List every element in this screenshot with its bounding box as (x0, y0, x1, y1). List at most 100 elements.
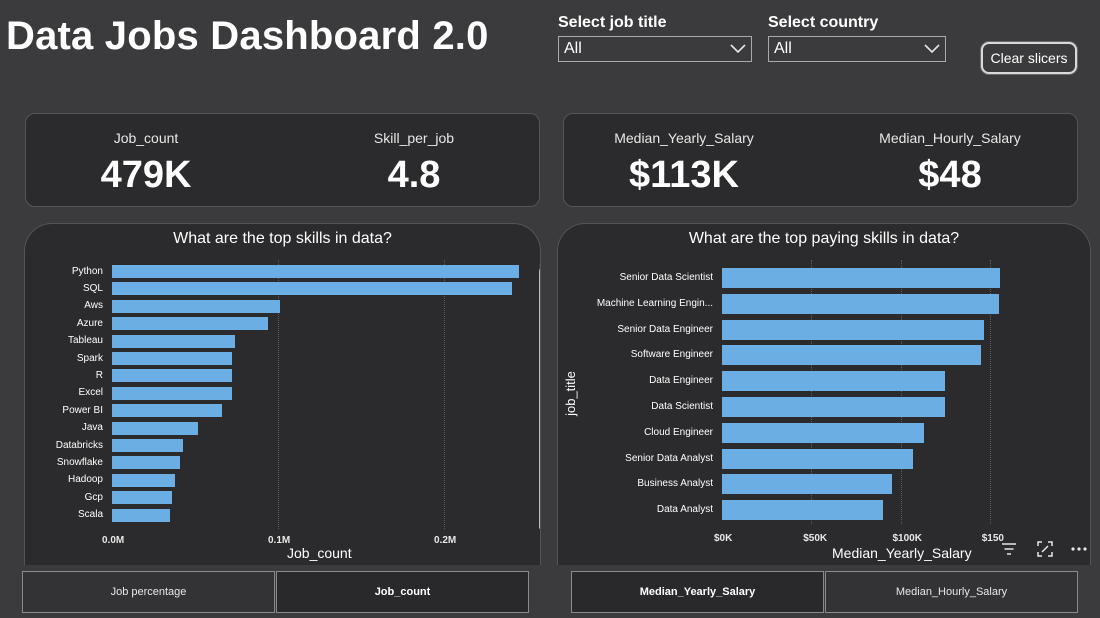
bar[interactable] (112, 439, 184, 452)
category-label: R (95, 369, 103, 381)
bar[interactable] (112, 334, 235, 348)
job-title-slicer: Select job title All (558, 14, 752, 62)
top-skills-chart: What are the top skills in data? Job_cou… (24, 223, 541, 565)
bar[interactable] (722, 422, 924, 443)
category-label: Senior Data Engineer (617, 323, 713, 335)
y-axis-title: job_title (562, 371, 578, 416)
bar[interactable] (112, 404, 222, 418)
bar[interactable] (722, 474, 892, 495)
gridline (278, 260, 279, 529)
category-label: Machine Learning Engin... (596, 297, 713, 309)
bar[interactable] (722, 293, 999, 314)
kpi-job-count: Job_count 479K (66, 130, 226, 197)
more-options-icon[interactable] (1068, 538, 1090, 560)
category-label: Spark (76, 352, 103, 364)
chart-title: What are the top paying skills in data? (688, 230, 960, 247)
filter-icon[interactable] (998, 538, 1020, 560)
bar[interactable] (722, 345, 981, 366)
gridline (444, 260, 445, 529)
country-dropdown-value: All (774, 40, 792, 57)
category-label: Power BI (62, 404, 103, 416)
country-slicer: Select country All (768, 14, 946, 62)
x-tick-label: 0.1M (268, 535, 291, 546)
x-tick-label: $100K (892, 533, 922, 544)
kpi-card-jobs: Job_count 479K Skill_per_job 4.8 (25, 113, 540, 207)
category-label: Scala (77, 509, 103, 521)
bar[interactable] (112, 386, 232, 400)
kpi-median-hourly-salary: Median_Hourly_Salary $48 (860, 130, 1040, 197)
bar[interactable] (112, 491, 172, 505)
kpi-label: Median_Yearly_Salary (614, 130, 754, 146)
bar[interactable] (722, 268, 1000, 288)
x-tick-label: 0.2M (434, 535, 457, 546)
kpi-label: Median_Hourly_Salary (879, 130, 1021, 146)
category-label: Java (81, 422, 103, 434)
gridline (989, 260, 991, 524)
country-slicer-label: Select country (768, 14, 879, 31)
category-label: Aws (84, 300, 103, 312)
category-label: Databricks (55, 439, 103, 451)
chart-title: What are the top skills in data? (173, 230, 392, 247)
x-tick-label: $0K (714, 533, 733, 544)
tab-median-hourly-salary[interactable]: Median_Hourly_Salary (825, 571, 1078, 613)
tab-job-percentage[interactable]: Job percentage (22, 571, 275, 613)
category-label: Senior Data Scientist (619, 272, 713, 283)
tab-job-count[interactable]: Job_count (276, 571, 529, 613)
bar[interactable] (722, 371, 946, 392)
job-title-dropdown[interactable]: All (558, 36, 752, 62)
clear-slicers-button[interactable]: Clear slicers (981, 42, 1077, 74)
scrollbar-thumb[interactable] (539, 268, 540, 530)
bar[interactable] (112, 265, 519, 278)
kpi-card-salary: Median_Yearly_Salary $113K Median_Hourly… (563, 113, 1078, 207)
category-label: Software Engineer (630, 349, 713, 361)
category-label: Excel (78, 387, 103, 399)
kpi-value: $48 (918, 154, 982, 196)
kpi-value: 4.8 (387, 154, 441, 196)
bar[interactable] (112, 317, 269, 331)
category-label: Hadoop (67, 474, 103, 486)
kpi-label: Skill_per_job (373, 130, 455, 146)
bar[interactable] (112, 299, 280, 313)
chevron-down-icon (924, 44, 940, 54)
category-label: Data Engineer (649, 375, 713, 387)
bar[interactable] (722, 319, 985, 340)
x-tick-label: $150 (981, 533, 1004, 544)
bar[interactable] (112, 421, 199, 435)
bar[interactable] (112, 456, 181, 470)
focus-mode-icon[interactable] (1034, 538, 1056, 560)
category-label: Python (71, 265, 103, 277)
job-title-slicer-label: Select job title (558, 14, 667, 31)
category-label: SQL (82, 282, 103, 294)
bar[interactable] (112, 369, 232, 383)
x-tick-label: $50K (803, 533, 828, 544)
gridline (811, 260, 813, 524)
bar[interactable] (722, 397, 946, 417)
chevron-down-icon (730, 44, 746, 54)
category-label: Business Analyst (637, 478, 713, 490)
kpi-value: $113K (629, 154, 739, 196)
bar[interactable] (112, 473, 176, 487)
page-title: Data Jobs Dashboard 2.0 (6, 14, 489, 58)
bar[interactable] (722, 500, 883, 521)
bar[interactable] (112, 352, 232, 365)
bar[interactable] (112, 282, 513, 296)
country-dropdown[interactable]: All (768, 36, 946, 62)
x-axis-title: Median_Yearly_Salary (832, 545, 972, 561)
category-label: Cloud Engineer (644, 426, 713, 438)
category-label: Azure (76, 317, 103, 329)
x-axis-title: Job_count (287, 545, 352, 561)
bar[interactable] (112, 508, 171, 522)
category-label: Senior Data Analyst (625, 452, 713, 464)
gridline (900, 260, 902, 524)
category-label: Tableau (67, 335, 103, 347)
bar[interactable] (722, 448, 913, 469)
category-label: Gcp (84, 491, 103, 503)
category-label: Data Scientist (651, 401, 713, 412)
kpi-median-yearly-salary: Median_Yearly_Salary $113K (594, 130, 774, 197)
top-paying-chart: What are the top paying skills in data? … (557, 223, 1091, 565)
tab-median-yearly-salary[interactable]: Median_Yearly_Salary (571, 571, 824, 613)
job-title-dropdown-value: All (564, 40, 582, 57)
kpi-skill-per-job: Skill_per_job 4.8 (334, 130, 494, 197)
category-label: Snowflake (56, 456, 103, 468)
kpi-label: Job_count (113, 130, 179, 146)
